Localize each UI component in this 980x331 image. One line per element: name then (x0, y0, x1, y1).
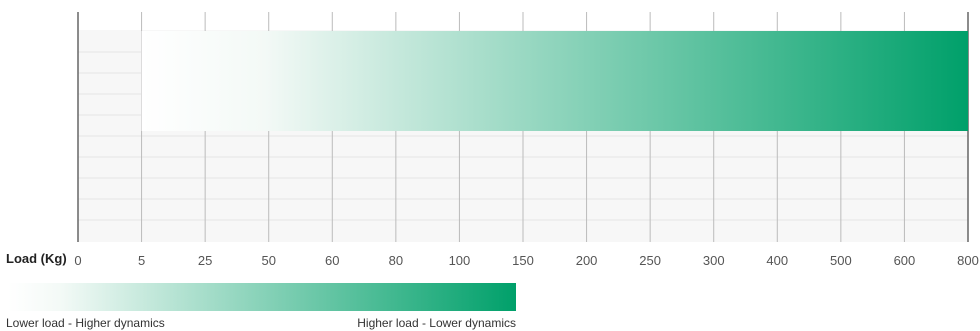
x-tick-label: 800 (957, 253, 979, 268)
x-tick-label: 100 (449, 253, 471, 268)
legend-left-label: Lower load - Higher dynamics (6, 316, 165, 330)
x-tick-label: 25 (198, 253, 212, 268)
x-tick-label: 50 (261, 253, 275, 268)
x-tick-label: 300 (703, 253, 725, 268)
load-range-bar (141, 31, 969, 131)
x-tick-label: 400 (766, 253, 788, 268)
x-tick-label: 60 (325, 253, 339, 268)
x-tick-label: 600 (894, 253, 916, 268)
x-tick-label: 0 (74, 253, 81, 268)
x-tick-label: 500 (830, 253, 852, 268)
x-tick-label: 250 (639, 253, 661, 268)
legend-gradient-bar (8, 283, 516, 311)
chart-plot: 0 5 25 50 60 80 100 150 200 250 300 400 500 600 800 (74, 12, 979, 268)
x-tick-label: 200 (576, 253, 598, 268)
x-axis-label: Load (Kg) (6, 251, 67, 266)
x-tick-label: 5 (138, 253, 145, 268)
x-tick-label: 150 (512, 253, 534, 268)
x-tick-label: 80 (389, 253, 403, 268)
legend-right-label: Higher load - Lower dynamics (357, 316, 516, 330)
